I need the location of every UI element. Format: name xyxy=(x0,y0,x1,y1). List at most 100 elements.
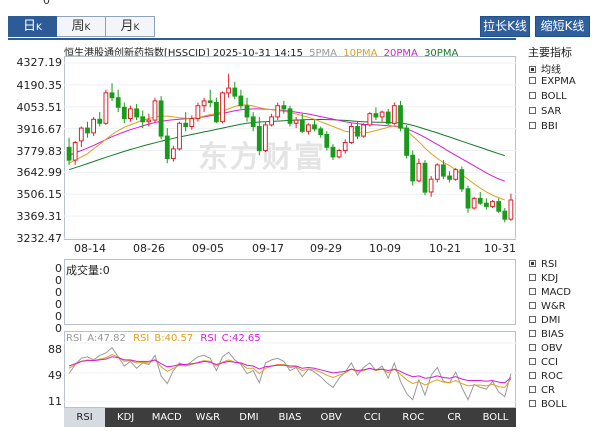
tab-wr[interactable]: W&R xyxy=(195,412,221,423)
candle-body xyxy=(250,116,256,128)
price-panel[interactable] xyxy=(64,56,516,240)
volume-tick: 0 xyxy=(55,310,62,323)
candle-body xyxy=(97,118,103,124)
rsi-a-line xyxy=(68,346,512,401)
candle-body xyxy=(293,119,299,124)
checkbox-icon[interactable] xyxy=(529,106,536,114)
checkbox-icon[interactable] xyxy=(529,343,536,351)
candle-body xyxy=(91,118,96,134)
tab-boll[interactable]: BOLL xyxy=(482,412,509,423)
checkbox-icon[interactable] xyxy=(529,301,536,309)
main-indicator-heading: 主要指标 xyxy=(528,46,572,59)
rsi-panel[interactable] xyxy=(64,331,516,408)
candle-body xyxy=(195,105,201,119)
candle-body xyxy=(434,164,440,180)
tab-bias[interactable]: BIAS xyxy=(278,412,302,423)
tab-cci[interactable]: CCI xyxy=(363,412,381,423)
date-tick: 08-14 xyxy=(74,242,106,255)
sub-indicator-rsi[interactable]: RSI xyxy=(529,259,557,270)
candle-body xyxy=(355,126,360,137)
candle-body xyxy=(324,134,330,148)
ma30-legend: 30PMA xyxy=(424,48,459,59)
tab-monthly-k[interactable]: 月K xyxy=(106,16,155,37)
main-indicator-boll[interactable]: BOLL xyxy=(529,91,567,102)
candle-body xyxy=(379,111,385,118)
tab-rsi[interactable]: RSI xyxy=(64,408,106,427)
candle-body xyxy=(312,124,317,130)
candle-body xyxy=(115,97,121,108)
tab-daily-k[interactable]: 日K xyxy=(8,16,57,37)
rsi-tick: 11 xyxy=(48,395,62,408)
tab-dmi[interactable]: DMI xyxy=(239,412,259,423)
chart-datetime: 2025-10-31 14:15 xyxy=(212,48,303,59)
date-tick: 10-09 xyxy=(369,242,401,255)
main-indicator-ma[interactable]: 均线 xyxy=(529,61,561,76)
tab-macd[interactable]: MACD xyxy=(151,412,182,423)
shrink-k-button[interactable]: 缩短K线 xyxy=(535,16,590,37)
candle-body xyxy=(342,142,348,151)
candle-body xyxy=(158,100,164,137)
volume-panel[interactable] xyxy=(64,259,516,325)
tab-obv[interactable]: OBV xyxy=(320,412,342,423)
candle-body xyxy=(171,148,176,159)
sub-indicator-cr[interactable]: CR xyxy=(529,385,555,396)
candle-body xyxy=(318,128,324,135)
candle-body xyxy=(306,124,311,132)
chart-title: 恒生港股通创新药指数[HSSCID] 2025-10-31 14:15 5PMA… xyxy=(64,44,458,59)
tab-roc[interactable]: ROC xyxy=(402,412,425,423)
main-indicator-sar[interactable]: SAR xyxy=(529,106,561,117)
sub-indicator-boll[interactable]: BOLL xyxy=(529,399,567,410)
candle-body xyxy=(226,87,231,94)
sub-indicator-macd[interactable]: MACD xyxy=(529,287,571,298)
date-tick: 10-21 xyxy=(429,242,461,255)
candle-body xyxy=(477,197,483,204)
candle-body xyxy=(465,188,471,209)
checkbox-icon[interactable] xyxy=(529,315,536,323)
tab-kdj[interactable]: KDJ xyxy=(117,412,135,423)
stretch-k-button[interactable]: 拉长K线 xyxy=(480,16,530,37)
sub-indicator-cci[interactable]: CCI xyxy=(529,357,558,368)
checkbox-icon[interactable] xyxy=(529,91,536,99)
main-indicator-bbi[interactable]: BBI xyxy=(529,121,558,132)
sub-indicator-bias[interactable]: BIAS xyxy=(529,329,564,340)
checkbox-icon[interactable] xyxy=(529,76,536,84)
candle-body xyxy=(244,105,250,118)
checkbox-icon[interactable] xyxy=(529,357,536,365)
date-tick: 10-31 xyxy=(484,242,516,255)
checkbox-icon[interactable] xyxy=(529,385,536,393)
checkbox-icon[interactable] xyxy=(529,371,536,379)
volume-tick: 0 xyxy=(55,274,62,287)
checkbox-icon[interactable] xyxy=(529,329,536,337)
candle-body xyxy=(164,135,170,160)
rsi-tick: 49 xyxy=(48,369,62,382)
checkbox-icon[interactable] xyxy=(529,273,536,281)
checkbox-icon[interactable] xyxy=(529,399,536,407)
rsi-c-value: RSI_C:42.65 xyxy=(200,333,261,344)
tab-weekly-k[interactable]: 周K xyxy=(57,16,106,37)
candle-body xyxy=(134,108,139,118)
candle-body xyxy=(238,95,244,107)
tab-cr[interactable]: CR xyxy=(447,412,462,423)
candle-body xyxy=(72,142,78,161)
sub-indicator-wr[interactable]: W&R xyxy=(529,301,566,312)
price-tick: 4327.19 xyxy=(16,56,63,69)
volume-tick: 0 xyxy=(55,286,62,299)
sub-indicator-kdj[interactable]: KDJ xyxy=(529,273,558,284)
candle-body xyxy=(232,87,238,97)
checkbox-icon[interactable] xyxy=(529,259,536,267)
ma30-line xyxy=(68,119,505,171)
candle-body xyxy=(207,100,213,104)
checkbox-icon[interactable] xyxy=(529,121,536,129)
sub-indicator-dmi[interactable]: DMI xyxy=(529,315,560,326)
main-indicator-expma[interactable]: EXPMA xyxy=(529,76,576,87)
checkbox-icon[interactable] xyxy=(529,65,536,73)
volume-tick: 0 xyxy=(55,322,62,335)
candle-body xyxy=(422,162,428,193)
sub-indicator-roc[interactable]: ROC xyxy=(529,371,563,382)
ma5-legend: 5PMA xyxy=(309,48,338,59)
checkbox-icon[interactable] xyxy=(529,287,536,295)
candle-body xyxy=(189,118,195,127)
sub-indicator-obv[interactable]: OBV xyxy=(529,343,562,354)
volume-label: 成交量:0 xyxy=(66,264,110,277)
candle-body xyxy=(404,127,410,156)
